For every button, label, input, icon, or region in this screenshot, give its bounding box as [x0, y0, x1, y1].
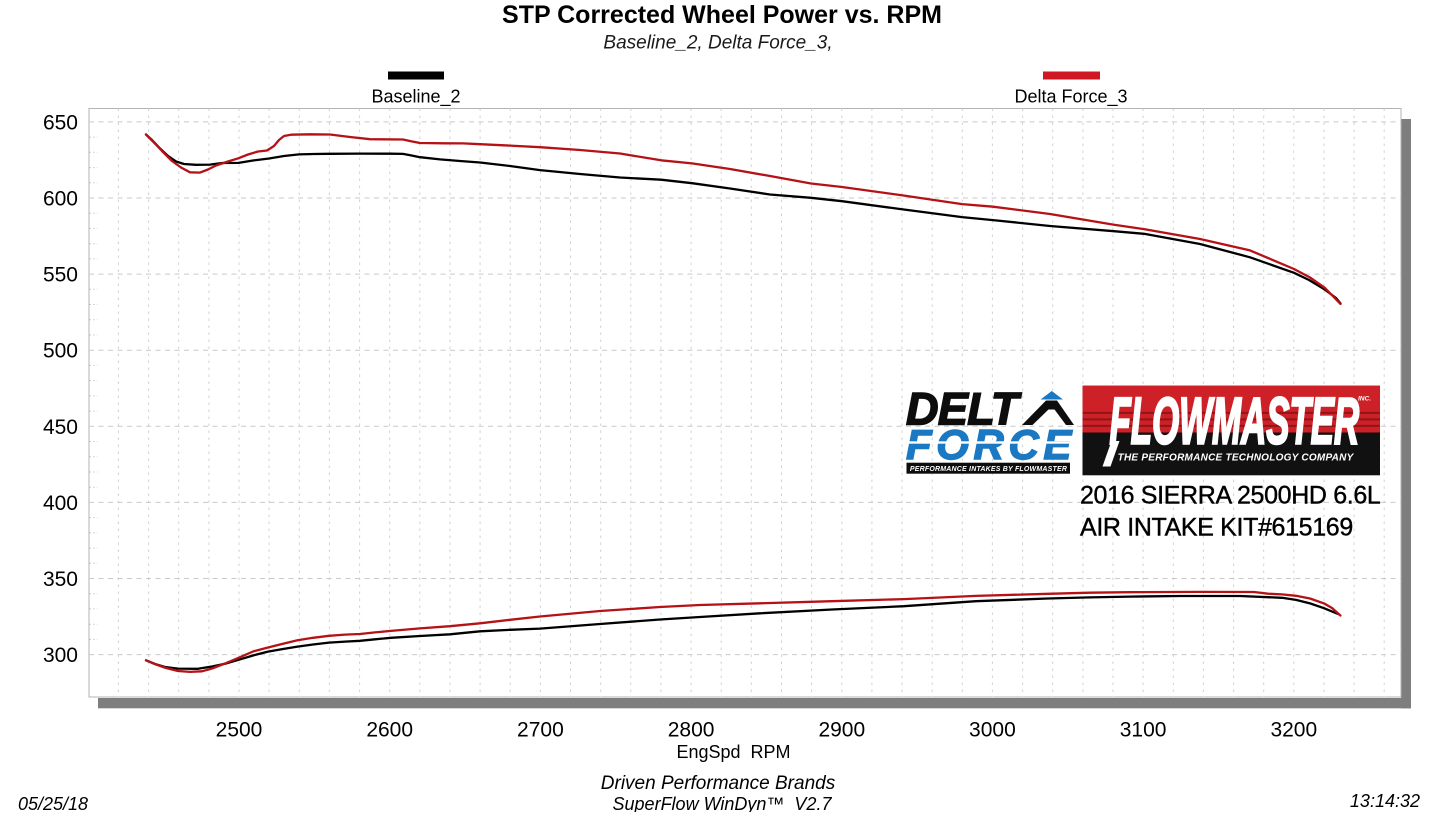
- svg-text:400: 400: [43, 492, 78, 515]
- svg-text:2700: 2700: [517, 719, 564, 742]
- svg-text:Baseline_2, Delta Force_3,: Baseline_2, Delta Force_3,: [603, 33, 832, 54]
- svg-text:Baseline_2: Baseline_2: [371, 87, 460, 108]
- svg-text:Driven Performance Brands: Driven Performance Brands: [601, 773, 836, 794]
- svg-text:3100: 3100: [1120, 719, 1167, 742]
- svg-text:3200: 3200: [1270, 719, 1317, 742]
- svg-text:EngSpd RPM: EngSpd RPM: [676, 742, 790, 762]
- svg-text:3000: 3000: [969, 719, 1016, 742]
- svg-text:500: 500: [43, 340, 78, 363]
- svg-text:STP Corrected Wheel Power vs.: STP Corrected Wheel Power vs. RPM: [502, 1, 942, 29]
- svg-text:2500: 2500: [216, 719, 263, 742]
- svg-text:FLOWMASTER: FLOWMASTER: [1110, 385, 1360, 459]
- svg-text:DELT: DELT: [906, 384, 1022, 435]
- svg-text:450: 450: [43, 416, 78, 439]
- svg-text:2800: 2800: [668, 719, 715, 742]
- svg-text:300: 300: [43, 644, 78, 667]
- svg-text:2900: 2900: [818, 719, 865, 742]
- svg-text:PERFORMANCE INTAKES BY FLOWMAS: PERFORMANCE INTAKES BY FLOWMASTER: [910, 466, 1067, 473]
- svg-text:FORCE: FORCE: [906, 421, 1076, 468]
- svg-text:550: 550: [43, 264, 78, 287]
- svg-text:SuperFlow WinDyn™ V2.7: SuperFlow WinDyn™ V2.7: [613, 794, 833, 812]
- svg-text:Delta Force_3: Delta Force_3: [1014, 87, 1127, 108]
- svg-text:2600: 2600: [366, 719, 413, 742]
- svg-text:AIR INTAKE KIT#615169: AIR INTAKE KIT#615169: [1080, 514, 1353, 542]
- svg-text:350: 350: [43, 568, 78, 591]
- svg-text:600: 600: [43, 188, 78, 211]
- svg-text:2016 SIERRA 2500HD 6.6L: 2016 SIERRA 2500HD 6.6L: [1080, 482, 1381, 510]
- svg-text:INC.: INC.: [1358, 396, 1371, 403]
- svg-text:05/25/18: 05/25/18: [18, 794, 88, 812]
- svg-text:650: 650: [43, 111, 78, 134]
- svg-text:THE PERFORMANCE TECHNOLOGY COM: THE PERFORMANCE TECHNOLOGY COMPANY: [1118, 453, 1355, 464]
- svg-text:13:14:32: 13:14:32: [1350, 791, 1420, 811]
